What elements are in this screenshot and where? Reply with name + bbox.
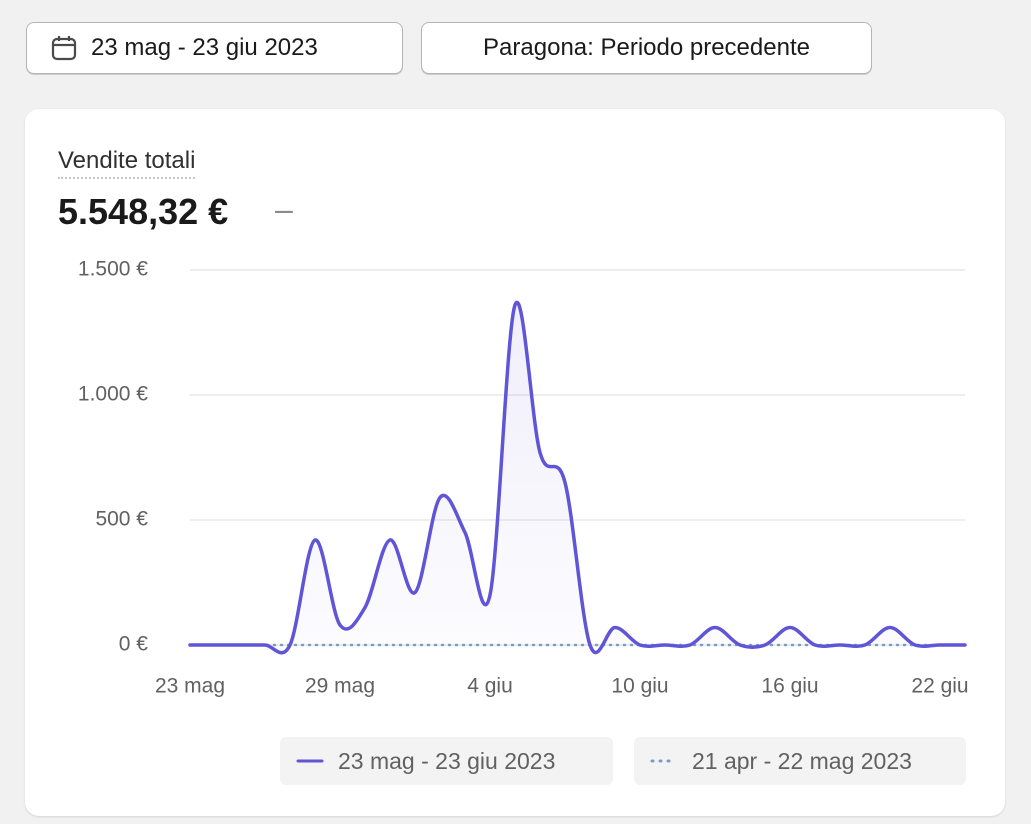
calendar-icon <box>51 36 77 61</box>
metric-change: – <box>275 191 293 227</box>
y-tick-label: 0 € <box>119 633 149 656</box>
y-tick-label: 1.500 € <box>78 258 148 281</box>
x-tick-label: 10 giu <box>611 675 668 698</box>
legend-label: 21 apr - 22 mag 2023 <box>692 747 912 774</box>
chart: 0 € 500 € 1.000 € 1.500 € 23 mag 29 mag 4 giu 1… <box>78 258 969 698</box>
x-tick-label: 23 mag <box>155 675 225 698</box>
compare-button[interactable]: Paragona: Periodo precedente <box>421 22 872 74</box>
date-range: 23 mag - 23 giu 2023 <box>91 34 318 61</box>
legend-item[interactable]: 23 mag - 23 giu 2023 <box>280 737 613 785</box>
series-line <box>188 300 967 655</box>
legend-label: 23 mag - 23 giu 2023 <box>338 747 556 774</box>
x-tick-label: 22 giu <box>911 675 968 698</box>
metric-value: 5.548,32 € <box>58 191 229 232</box>
metric-label[interactable]: Vendite totali <box>58 147 196 179</box>
date-range-button[interactable]: 23 mag - 23 giu 2023 <box>26 22 403 74</box>
area-fill <box>190 302 965 653</box>
x-tick-label: 16 giu <box>761 675 818 698</box>
y-tick-label: 500 € <box>95 508 148 531</box>
y-tick-label: 1.000 € <box>78 383 148 406</box>
x-tick-label: 4 giu <box>467 675 513 698</box>
legend-swatch <box>296 759 324 763</box>
compare: Paragona: Periodo precedente <box>483 34 810 61</box>
legend-swatch <box>650 759 678 763</box>
card: Vendite totali 5.548,32 € – 0 € 500 € 1.00… <box>25 109 1005 816</box>
legend-item[interactable]: 21 apr - 22 mag 2023 <box>634 737 966 785</box>
x-tick-label: 29 mag <box>305 675 375 698</box>
